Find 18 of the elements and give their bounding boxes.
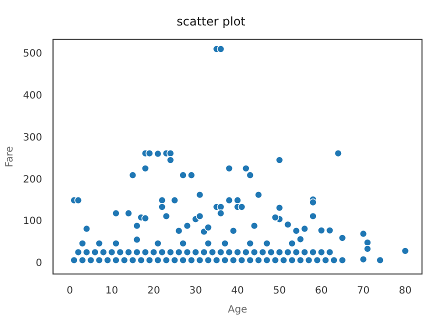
x-axis-title: Age (228, 304, 248, 316)
y-axis-title: Fare (4, 146, 16, 168)
x-tick-label: 40 (231, 286, 244, 297)
x-tick-label: 0 (66, 286, 74, 297)
x-tick-label: 20 (147, 286, 160, 297)
y-tick-label: 0 (36, 258, 42, 270)
x-tick-label: 60 (315, 286, 328, 297)
x-tick-label: 10 (105, 286, 118, 297)
x-tick-label: 50 (273, 286, 286, 297)
y-tick-label: 200 (22, 174, 42, 186)
chart-title: scatter plot (176, 14, 246, 28)
x-tick-label: 30 (189, 286, 202, 297)
y-tick-label: 300 (22, 132, 42, 144)
x-tick-label: 80 (398, 286, 412, 297)
y-tick-label: 400 (22, 90, 42, 102)
y-tick-label: 500 (22, 48, 42, 60)
x-tick-label: 70 (356, 286, 370, 297)
y-tick-label: 100 (22, 216, 42, 228)
